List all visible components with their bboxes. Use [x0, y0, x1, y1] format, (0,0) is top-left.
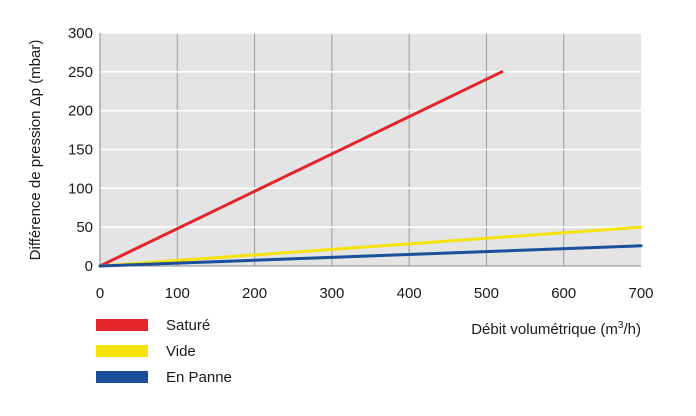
legend-swatch-vide: [96, 345, 148, 357]
legend-label-sature: Saturé: [166, 316, 211, 334]
series-layer: [98, 70, 643, 268]
x-tick-label: 200: [242, 285, 267, 302]
y-tick-label: 200: [68, 103, 93, 120]
y-axis-label: Différence de pression Δp (mbar): [27, 40, 44, 261]
x-tick-label: 0: [96, 285, 104, 302]
legend-label-vide: Vide: [166, 342, 196, 360]
x-axis-label: Débit volumétrique (m3/h): [471, 320, 641, 338]
x-axis-label-sup: 3: [618, 320, 624, 331]
x-tick-label: 300: [319, 285, 344, 302]
y-tick-label: 100: [68, 180, 93, 197]
series-line-sature: [98, 70, 504, 268]
y-axis-ticks: 0 50 100 150 200 250 300: [68, 25, 93, 275]
legend-item-vide: Vide: [96, 338, 232, 364]
x-axis-label-suffix: /h): [623, 321, 641, 338]
legend: Saturé Vide En Panne: [96, 312, 232, 390]
x-axis-ticks: 0 100 200 300 400 500 600 700: [96, 285, 654, 302]
series-line-vide: [98, 225, 643, 268]
series-line-en-panne: [98, 244, 643, 268]
y-tick-label: 300: [68, 25, 93, 42]
x-tick-label: 600: [551, 285, 576, 302]
y-tick-label: 250: [68, 64, 93, 81]
x-axis-label-prefix: Débit volumétrique (m: [471, 321, 618, 338]
legend-swatch-sature: [96, 319, 148, 331]
x-tick-label: 400: [397, 285, 422, 302]
legend-item-sature: Saturé: [96, 312, 232, 338]
grid-lines: [99, 32, 641, 267]
legend-swatch-en-panne: [96, 371, 148, 383]
y-tick-label: 150: [68, 142, 93, 159]
legend-label-en-panne: En Panne: [166, 368, 232, 386]
x-tick-label: 700: [628, 285, 653, 302]
y-tick-label: 50: [76, 219, 93, 236]
x-tick-label: 500: [474, 285, 499, 302]
x-tick-label: 100: [165, 285, 190, 302]
legend-item-en-panne: En Panne: [96, 364, 232, 390]
y-tick-label: 0: [85, 258, 93, 275]
